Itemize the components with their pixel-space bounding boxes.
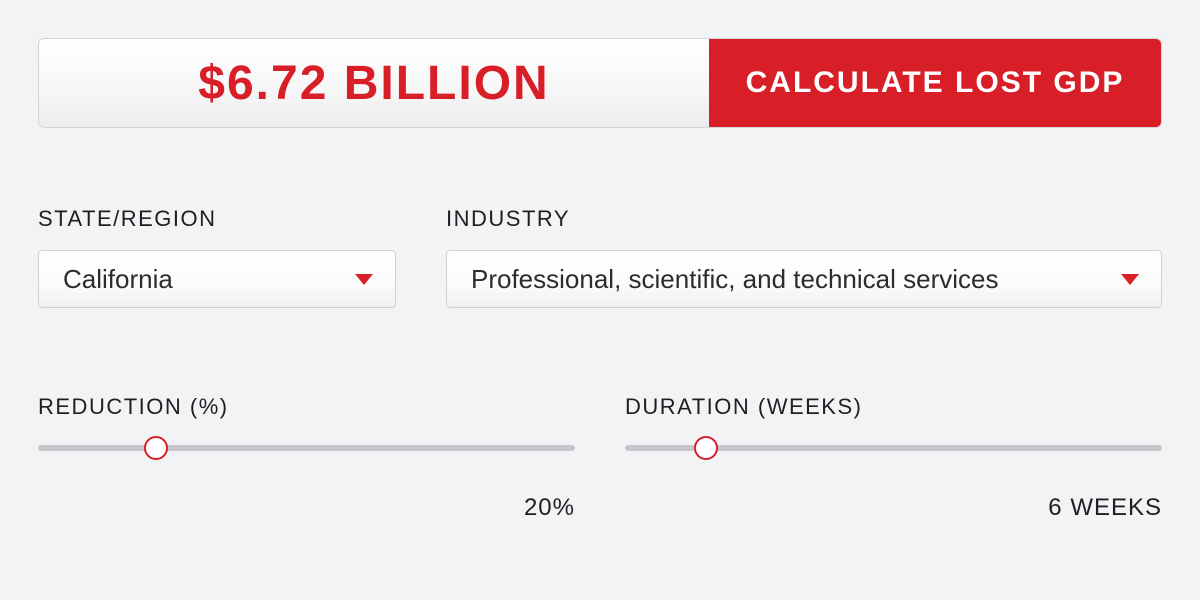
calculate-button[interactable]: CALCULATE LOST GDP bbox=[709, 39, 1161, 127]
state-dropdown[interactable]: California bbox=[38, 250, 396, 308]
chevron-down-icon bbox=[355, 274, 373, 285]
duration-label: DURATION (WEEKS) bbox=[625, 394, 1162, 420]
industry-dropdown-value: Professional, scientific, and technical … bbox=[471, 264, 998, 295]
slider-row: REDUCTION (%) 20% DURATION (WEEKS) 6 WEE… bbox=[38, 394, 1162, 522]
result-display: $6.72 BILLION bbox=[39, 39, 709, 127]
duration-field: DURATION (WEEKS) 6 WEEKS bbox=[625, 394, 1162, 522]
chevron-down-icon bbox=[1121, 274, 1139, 285]
dropdown-row: STATE/REGION California INDUSTRY Profess… bbox=[38, 206, 1162, 308]
result-value: $6.72 BILLION bbox=[198, 56, 549, 111]
slider-thumb[interactable] bbox=[144, 436, 168, 460]
reduction-label: REDUCTION (%) bbox=[38, 394, 575, 420]
state-dropdown-value: California bbox=[63, 264, 173, 295]
reduction-value: 20% bbox=[38, 494, 575, 522]
reduction-slider[interactable] bbox=[38, 438, 575, 458]
duration-slider[interactable] bbox=[625, 438, 1162, 458]
slider-thumb[interactable] bbox=[694, 436, 718, 460]
industry-field: INDUSTRY Professional, scientific, and t… bbox=[446, 206, 1162, 308]
duration-value: 6 WEEKS bbox=[625, 494, 1162, 522]
state-field: STATE/REGION California bbox=[38, 206, 396, 308]
calculate-button-label: CALCULATE LOST GDP bbox=[746, 66, 1125, 100]
top-bar: $6.72 BILLION CALCULATE LOST GDP bbox=[38, 38, 1162, 128]
industry-dropdown[interactable]: Professional, scientific, and technical … bbox=[446, 250, 1162, 308]
reduction-field: REDUCTION (%) 20% bbox=[38, 394, 575, 522]
industry-label: INDUSTRY bbox=[446, 206, 1162, 232]
slider-track bbox=[38, 445, 575, 451]
state-label: STATE/REGION bbox=[38, 206, 396, 232]
